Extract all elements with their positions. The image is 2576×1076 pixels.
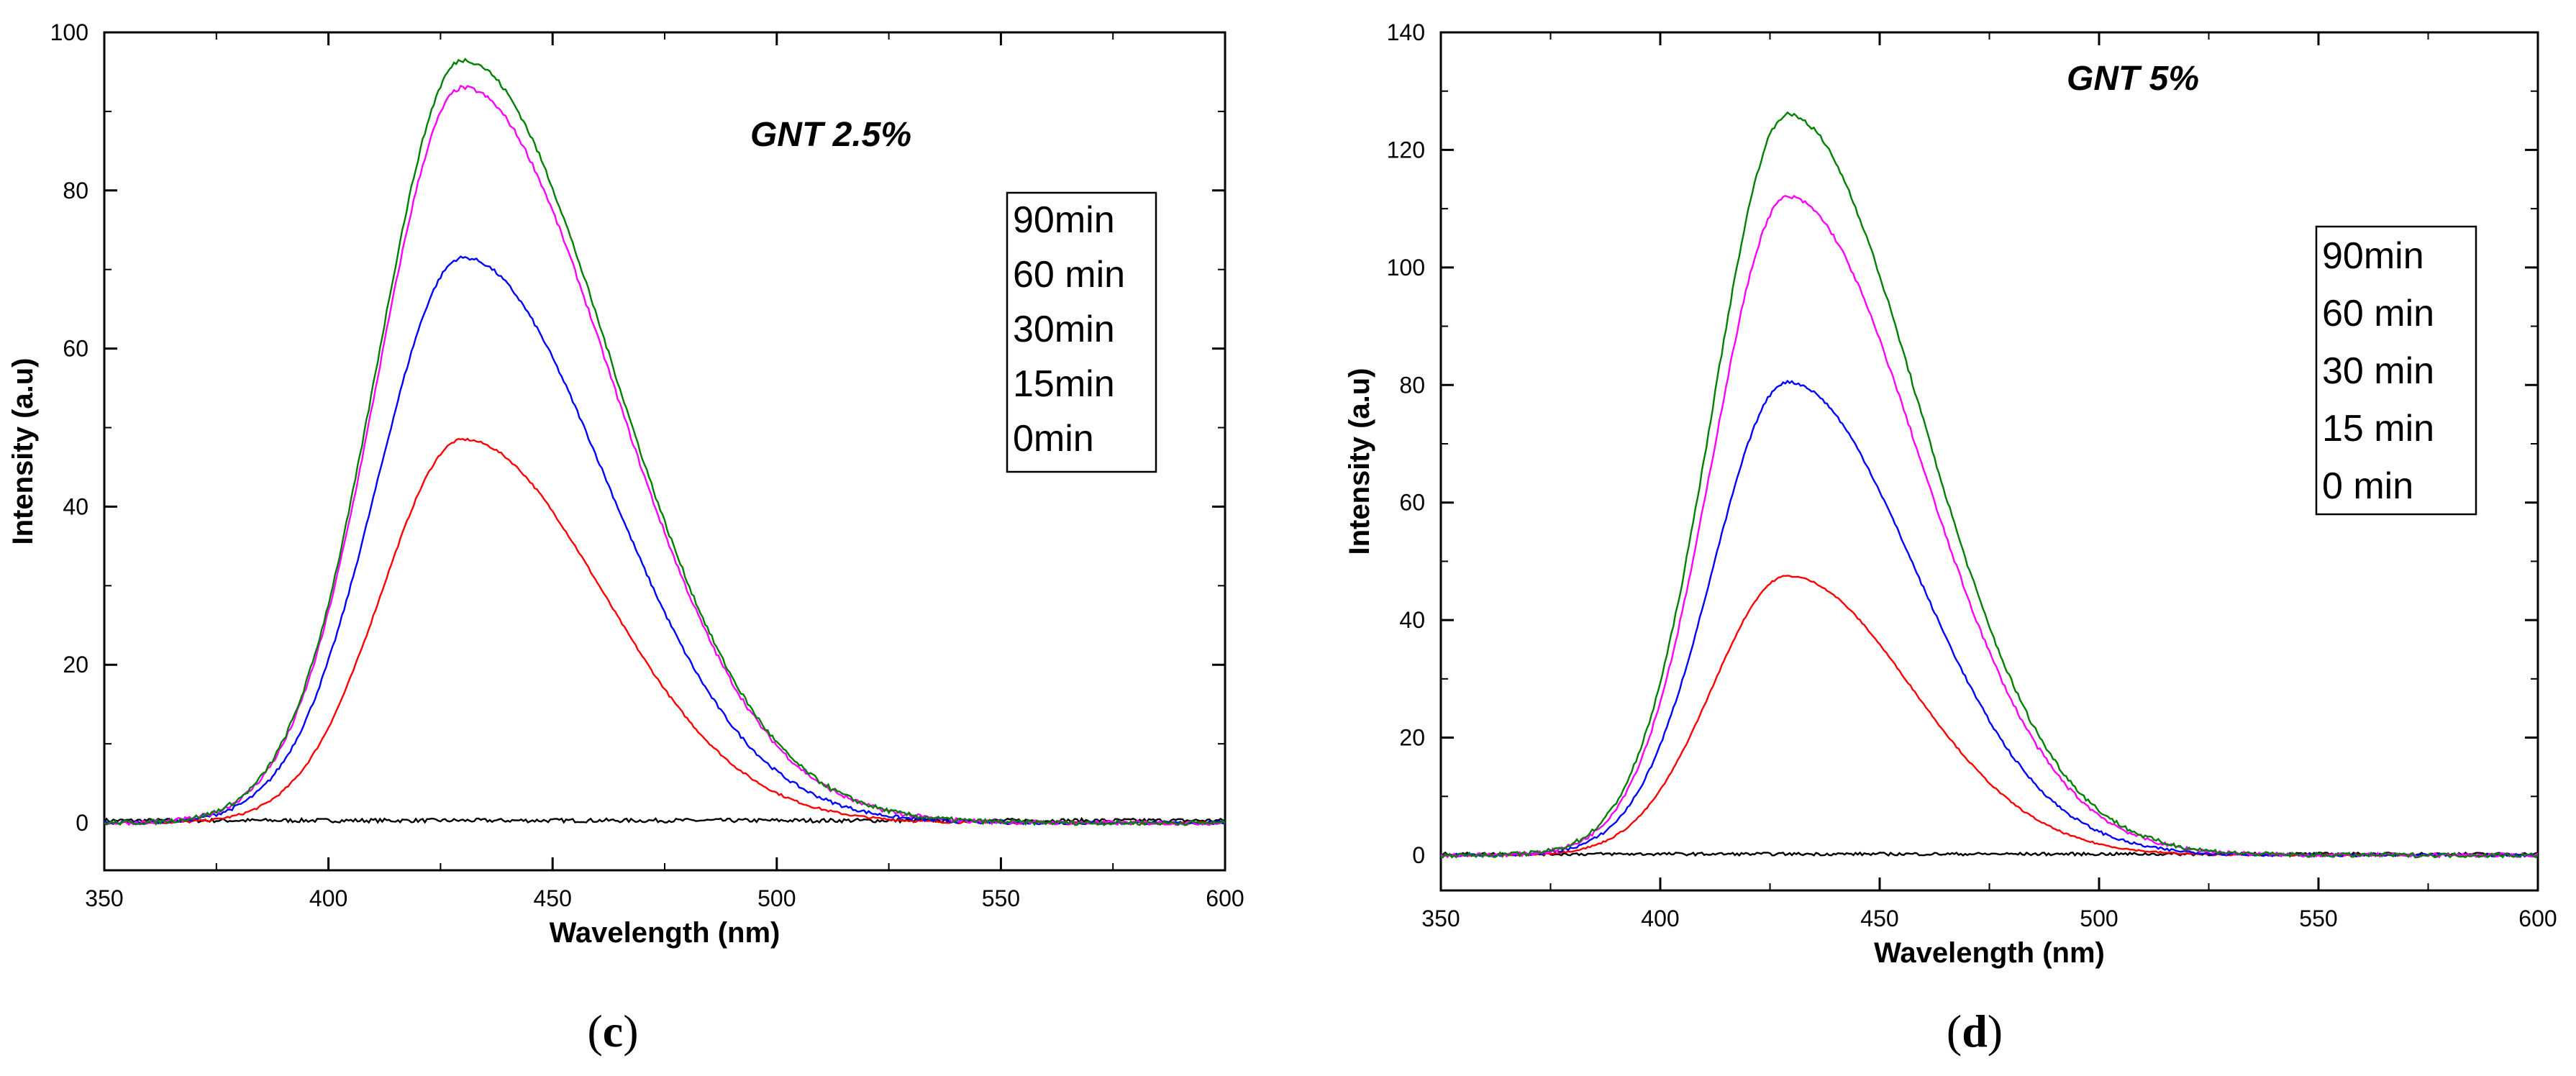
x-tick-label: 600 bbox=[2518, 906, 2557, 931]
x-tick-label: 550 bbox=[2299, 906, 2337, 931]
legend-entry: 15 min bbox=[2322, 408, 2434, 450]
x-tick-label: 450 bbox=[534, 885, 572, 911]
legend-entry: 15min bbox=[1013, 363, 1115, 405]
chart-panel-d: 350 400 450 500 550 600 0 20 40 60 80 100 120 140 Wave… bbox=[1344, 19, 2557, 1057]
x-tick-label: 500 bbox=[757, 885, 796, 911]
legend-entry: 0 min bbox=[2322, 465, 2413, 507]
y-tick-label: 80 bbox=[1399, 372, 1425, 398]
legend-entry: 30min bbox=[1013, 309, 1115, 350]
series-line bbox=[104, 437, 1225, 826]
chart-panel-c: 350 400 450 500 550 600 0 20 40 60 80 100 Wavelength… bbox=[7, 19, 1244, 1057]
y-tick-label: 60 bbox=[63, 336, 88, 362]
x-tick-label: 450 bbox=[1860, 906, 1898, 931]
y-axis-label: Intensity (a.u) bbox=[1344, 368, 1375, 555]
y-tick-label: 140 bbox=[1387, 19, 1425, 45]
x-tick-label: 400 bbox=[1641, 906, 1679, 931]
legend: 90min 60 min 30min 15min 0min bbox=[1006, 191, 1157, 473]
y-axis-label: Intensity (a.u) bbox=[7, 357, 39, 544]
y-tick-label: 20 bbox=[1399, 725, 1425, 751]
series-group bbox=[104, 58, 1225, 826]
series-line bbox=[1441, 111, 2538, 859]
y-tick-label: 20 bbox=[63, 652, 88, 678]
y-tick-label: 0 bbox=[1412, 842, 1425, 868]
x-axis-label: Wavelength (nm) bbox=[550, 917, 780, 949]
series-line bbox=[1441, 575, 2538, 857]
y-tick-label: 100 bbox=[1387, 255, 1425, 281]
legend-entry: 90min bbox=[1013, 199, 1115, 241]
legend-box bbox=[1006, 191, 1157, 473]
y-tick-label: 100 bbox=[50, 19, 88, 45]
chart-title: GNT 5% bbox=[2067, 60, 2199, 98]
legend-entry: 0min bbox=[1013, 418, 1094, 460]
legend-box bbox=[2315, 225, 2477, 516]
x-tick-label: 350 bbox=[85, 885, 123, 911]
panel-label: (c) bbox=[587, 1006, 638, 1057]
x-tick-label: 350 bbox=[1421, 906, 1460, 931]
x-tick-label: 400 bbox=[309, 885, 347, 911]
legend-entry: 30 min bbox=[2322, 350, 2434, 392]
x-tick-label: 550 bbox=[982, 885, 1020, 911]
legend-entry: 90min bbox=[2322, 235, 2424, 277]
chart-title: GNT 2.5% bbox=[750, 116, 911, 154]
legend-entry: 60 min bbox=[2322, 293, 2434, 334]
y-tick-label: 0 bbox=[76, 810, 88, 836]
y-tick-label: 60 bbox=[1399, 490, 1425, 516]
x-tick-label: 500 bbox=[2080, 906, 2118, 931]
x-tick-label: 600 bbox=[1206, 885, 1244, 911]
y-tick-label: 80 bbox=[63, 178, 88, 204]
legend: 90min 60 min 30 min 15 min 0 min bbox=[2315, 225, 2477, 516]
x-axis-label: Wavelength (nm) bbox=[1874, 937, 2105, 969]
legend-entry: 60 min bbox=[1013, 254, 1125, 296]
series-line bbox=[104, 58, 1225, 826]
series-group bbox=[1441, 111, 2538, 859]
series-line bbox=[104, 255, 1225, 826]
y-tick-label: 40 bbox=[63, 493, 88, 519]
panel-label: (d) bbox=[1947, 1006, 2003, 1057]
y-tick-label: 120 bbox=[1387, 137, 1425, 163]
y-tick-label: 40 bbox=[1399, 607, 1425, 633]
